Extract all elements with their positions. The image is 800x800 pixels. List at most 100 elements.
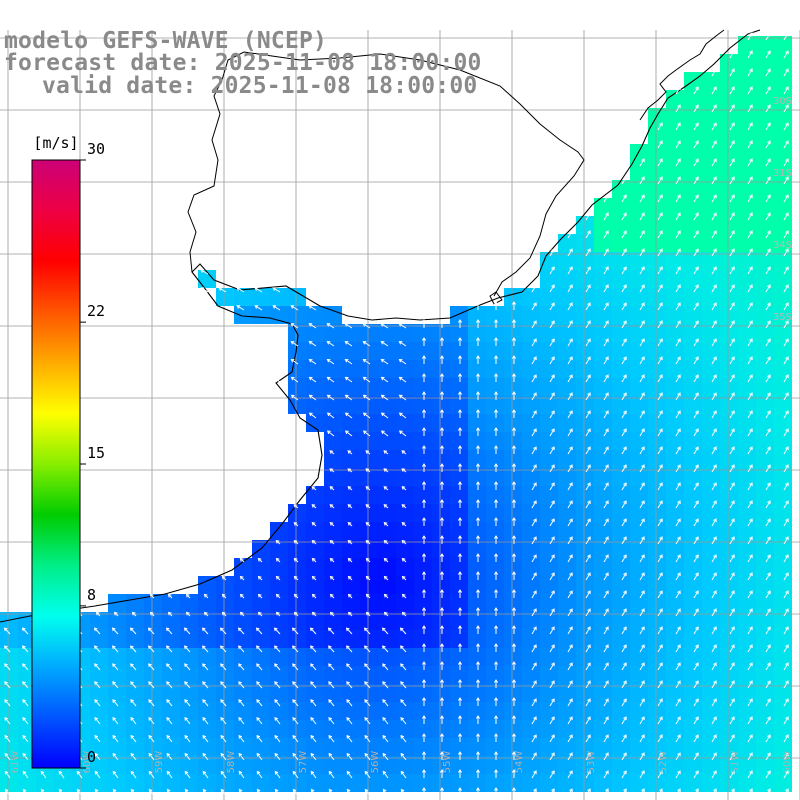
wind-arrow: [747, 428, 753, 437]
speed-cell: [270, 612, 288, 630]
wind-arrow: [693, 266, 699, 275]
speed-cell: [126, 702, 144, 720]
speed-cell: [702, 756, 720, 774]
speed-cell: [720, 378, 738, 396]
wind-arrow: [475, 463, 481, 472]
speed-cell: [630, 270, 648, 288]
speed-cell: [738, 180, 756, 198]
wind-arrow: [711, 608, 717, 617]
speed-cell: [324, 684, 342, 702]
wind-arrow: [567, 392, 573, 401]
wind-arrow: [220, 770, 227, 779]
wind-arrow: [511, 355, 517, 364]
wind-arrow: [362, 323, 371, 329]
speed-cell: [396, 738, 414, 756]
speed-cell: [630, 144, 648, 162]
wind-arrow: [567, 284, 573, 293]
speed-cell: [360, 486, 378, 504]
wind-arrow: [567, 446, 573, 455]
speed-cell: [324, 756, 342, 774]
speed-cell: [756, 270, 774, 288]
wind-arrow: [329, 557, 335, 563]
wind-arrow: [344, 341, 353, 347]
wind-arrow: [274, 788, 281, 797]
wind-arrow: [184, 788, 191, 797]
speed-cell: [486, 612, 504, 630]
wind-arrow: [328, 681, 335, 689]
speed-cell: [234, 738, 252, 756]
speed-cell: [684, 666, 702, 684]
wind-arrow: [439, 661, 445, 670]
speed-cell: [684, 126, 702, 144]
wind-arrow: [292, 734, 299, 743]
wind-arrow: [567, 608, 573, 617]
speed-cell: [648, 180, 666, 198]
wind-arrow: [238, 734, 245, 743]
speed-cell: [432, 360, 450, 378]
speed-cell: [162, 756, 180, 774]
wind-arrow: [326, 376, 335, 383]
speed-cell: [522, 450, 540, 468]
speed-cell: [396, 630, 414, 648]
wind-arrow: [493, 769, 499, 778]
wind-arrow: [345, 627, 353, 635]
speed-cell: [324, 468, 342, 486]
speed-cell: [648, 396, 666, 414]
wind-arrow: [603, 770, 609, 779]
speed-cell: [468, 306, 486, 324]
speed-cell: [702, 504, 720, 522]
speed-cell: [324, 306, 342, 324]
speed-cell: [738, 612, 756, 630]
speed-cell: [288, 630, 306, 648]
speed-cell: [666, 162, 684, 180]
speed-cell: [522, 774, 540, 792]
wind-arrow: [94, 752, 101, 761]
wind-arrow: [511, 643, 517, 652]
speed-cell: [558, 306, 576, 324]
wind-arrow: [603, 194, 609, 203]
wind-arrow: [639, 320, 645, 329]
speed-cell: [324, 648, 342, 666]
wind-arrow: [639, 482, 645, 491]
speed-cell: [756, 432, 774, 450]
speed-cell: [648, 324, 666, 342]
wind-arrow: [747, 374, 753, 383]
speed-cell: [432, 558, 450, 576]
wind-arrow: [783, 464, 789, 473]
speed-cell: [666, 288, 684, 306]
wind-arrow: [621, 770, 627, 779]
speed-cell: [576, 432, 594, 450]
speed-cell: [342, 576, 360, 594]
speed-cell: [0, 756, 18, 774]
speed-cell: [756, 630, 774, 648]
wind-arrow: [531, 626, 537, 635]
speed-cell: [540, 558, 558, 576]
wind-arrow: [400, 770, 407, 779]
wind-arrow: [475, 553, 481, 562]
speed-cell: [414, 738, 432, 756]
wind-arrow: [380, 412, 389, 419]
wind-arrow: [257, 611, 263, 617]
speed-cell: [252, 630, 270, 648]
wind-arrow: [511, 535, 517, 544]
speed-cell: [774, 738, 792, 756]
wind-arrow: [511, 769, 517, 778]
speed-cell: [774, 72, 792, 90]
wind-arrow: [783, 518, 789, 527]
wind-arrow: [129, 627, 137, 635]
wind-arrow: [783, 302, 789, 311]
wind-arrow: [309, 627, 317, 635]
speed-cell: [306, 558, 324, 576]
wind-arrow: [401, 575, 407, 581]
wind-arrow: [202, 681, 209, 689]
wind-arrow: [421, 463, 427, 472]
wind-arrow: [765, 392, 771, 401]
speed-cell: [756, 324, 774, 342]
wind-arrow: [421, 355, 427, 364]
wind-arrow: [585, 464, 591, 473]
wind-arrow: [511, 445, 517, 454]
wind-arrow: [457, 427, 463, 436]
wind-arrow: [549, 500, 555, 509]
wind-arrow: [783, 788, 789, 797]
speed-cell: [666, 540, 684, 558]
